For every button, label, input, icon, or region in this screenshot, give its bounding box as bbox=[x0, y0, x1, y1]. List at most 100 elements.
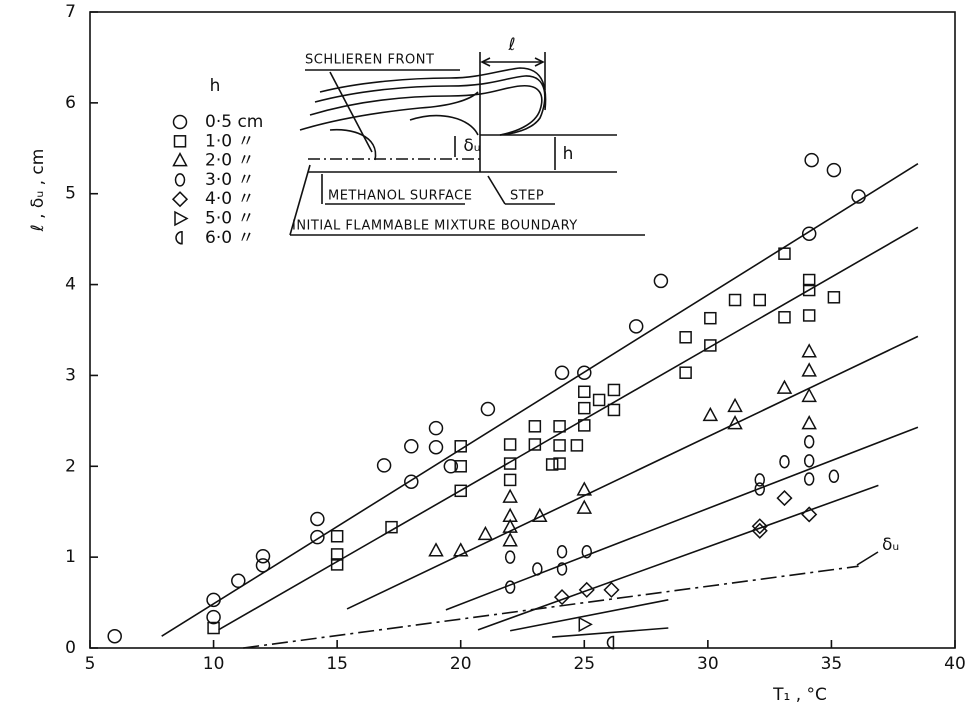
legend-label: 1·0 〃 bbox=[205, 131, 254, 151]
marker bbox=[311, 512, 324, 525]
marker bbox=[608, 384, 619, 395]
legend-label: 4·0 〃 bbox=[205, 189, 254, 209]
marker bbox=[554, 421, 565, 432]
marker bbox=[804, 310, 815, 321]
chart: T₁ , °C ℓ , δᵤ , cm h SCHLIEREN FRONT ℓ … bbox=[0, 0, 974, 715]
marker bbox=[730, 295, 741, 306]
fit-line bbox=[243, 566, 858, 648]
inset-diagram: SCHLIEREN FRONT ℓ δᵤ h METHANOL SURFACE … bbox=[290, 35, 645, 235]
annotation: δᵤ bbox=[882, 535, 899, 555]
marker bbox=[571, 440, 582, 451]
legend-marker bbox=[176, 232, 182, 244]
marker bbox=[108, 630, 121, 643]
annotation: INITIAL FLAMMABLE MIXTURE BOUNDARY bbox=[292, 219, 578, 234]
marker bbox=[430, 544, 443, 556]
marker bbox=[311, 531, 324, 544]
marker bbox=[780, 456, 789, 468]
marker bbox=[529, 421, 540, 432]
marker bbox=[805, 455, 814, 467]
marker bbox=[479, 527, 492, 539]
annotation: δᵤ bbox=[463, 136, 480, 156]
marker bbox=[729, 399, 742, 411]
marker bbox=[705, 313, 716, 324]
marker bbox=[579, 618, 591, 631]
marker bbox=[704, 408, 717, 420]
marker bbox=[777, 491, 791, 505]
marker bbox=[607, 637, 613, 649]
marker bbox=[630, 320, 643, 333]
marker bbox=[779, 312, 790, 323]
x-tick-label: 35 bbox=[821, 654, 843, 674]
y-tick-label: 6 bbox=[65, 93, 76, 113]
marker bbox=[504, 534, 517, 546]
y-tick-label: 2 bbox=[65, 456, 76, 476]
y-tick-label: 7 bbox=[65, 2, 76, 22]
annotation: STEP bbox=[510, 189, 544, 204]
legend-label: 2·0 〃 bbox=[205, 151, 254, 171]
leader-line bbox=[857, 552, 878, 565]
y-tick-label: 4 bbox=[65, 275, 76, 295]
x-axis-label: T₁ , °C bbox=[772, 685, 827, 705]
marker bbox=[805, 473, 814, 485]
legend-marker bbox=[175, 212, 187, 225]
marker bbox=[506, 581, 515, 593]
marker bbox=[332, 531, 343, 542]
marker bbox=[378, 459, 391, 472]
marker bbox=[430, 422, 443, 435]
marker bbox=[594, 394, 605, 405]
annotation: h bbox=[563, 144, 574, 164]
marker bbox=[754, 295, 765, 306]
legend-marker bbox=[173, 192, 187, 206]
marker bbox=[405, 440, 418, 453]
y-tick-label: 5 bbox=[65, 184, 76, 204]
y-tick-label: 1 bbox=[65, 547, 76, 567]
legend-label: 3·0 〃 bbox=[205, 170, 254, 190]
y-tick-label: 0 bbox=[65, 638, 76, 658]
marker bbox=[232, 574, 245, 587]
legend-marker bbox=[175, 136, 186, 147]
marker bbox=[803, 364, 816, 376]
x-tick-label: 20 bbox=[450, 654, 472, 674]
marker bbox=[729, 417, 742, 429]
marker bbox=[803, 345, 816, 357]
legend-label: 6·0 〃 bbox=[205, 228, 254, 248]
x-tick-label: 15 bbox=[326, 654, 348, 674]
marker bbox=[533, 563, 542, 575]
plot-frame bbox=[90, 12, 955, 648]
marker bbox=[828, 292, 839, 303]
x-tick-label: 30 bbox=[697, 654, 719, 674]
marker bbox=[505, 474, 516, 485]
marker bbox=[430, 441, 443, 454]
legend-marker bbox=[174, 154, 187, 166]
x-tick-label: 5 bbox=[85, 654, 96, 674]
marker bbox=[554, 440, 565, 451]
marker bbox=[579, 386, 590, 397]
marker bbox=[805, 154, 818, 167]
marker bbox=[506, 551, 515, 563]
marker bbox=[608, 404, 619, 415]
marker bbox=[680, 367, 691, 378]
marker bbox=[827, 164, 840, 177]
legend-marker bbox=[174, 116, 187, 129]
annotation: METHANOL SURFACE bbox=[328, 189, 472, 204]
marker bbox=[805, 436, 814, 448]
marker bbox=[505, 439, 516, 450]
y-tick-label: 3 bbox=[65, 365, 76, 385]
marker bbox=[504, 490, 517, 502]
marker bbox=[207, 611, 220, 624]
y-axis-label: ℓ , δᵤ , cm bbox=[28, 149, 48, 233]
legend-marker bbox=[176, 174, 185, 186]
annotation: SCHLIEREN FRONT bbox=[305, 53, 434, 68]
marker bbox=[803, 417, 816, 429]
annotation: ℓ bbox=[507, 35, 515, 55]
marker bbox=[481, 403, 494, 416]
marker bbox=[558, 546, 567, 558]
marker bbox=[654, 274, 667, 287]
x-tick-label: 10 bbox=[203, 654, 225, 674]
marker bbox=[680, 332, 691, 343]
fit-line bbox=[347, 336, 918, 609]
legend-label: 5·0 〃 bbox=[205, 209, 254, 229]
legend-title: h bbox=[210, 76, 221, 96]
x-tick-label: 25 bbox=[573, 654, 595, 674]
marker bbox=[405, 475, 418, 488]
